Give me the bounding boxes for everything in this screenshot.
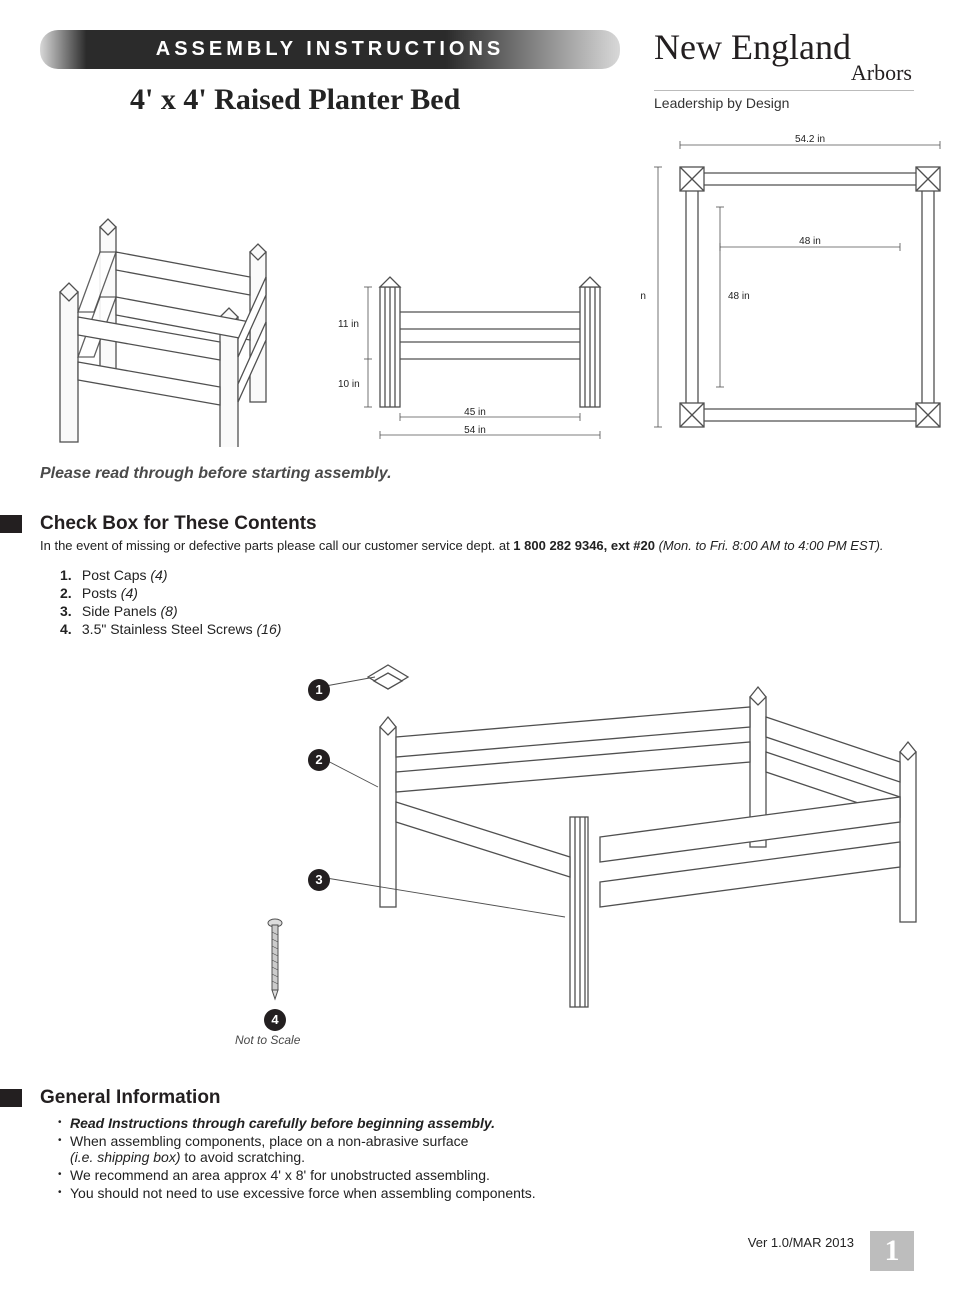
dim-inner-h: 48 in <box>728 291 750 302</box>
general-text: When assembling components, place on a n… <box>70 1133 468 1149</box>
product-title: 4' x 4' Raised Planter Bed <box>130 83 634 117</box>
contact-phone: 1 800 282 9346, ext #20 <box>513 538 655 553</box>
figure-isometric <box>40 197 320 447</box>
header-left: ASSEMBLY INSTRUCTIONS 4' x 4' Raised Pla… <box>40 30 634 117</box>
figure-elevation: 11 in 10 in 45 in 54 in <box>330 237 630 447</box>
dimension-figures: 11 in 10 in 45 in 54 in <box>40 127 914 447</box>
part-num: 1. <box>60 567 78 583</box>
general-item: When assembling components, place on a n… <box>58 1133 914 1165</box>
general-item: Read Instructions through carefully befo… <box>58 1115 914 1131</box>
part-name: 3.5" Stainless Steel Screws <box>82 621 253 637</box>
page-number: 1 <box>870 1231 914 1271</box>
version-label: Ver 1.0/MAR 2013 <box>748 1235 854 1250</box>
part-item: 2. Posts (4) <box>60 585 914 601</box>
contact-hours: (Mon. to Fri. 8:00 AM to 4:00 PM EST). <box>655 538 884 553</box>
general-paren: (i.e. shipping box) <box>70 1149 181 1165</box>
part-qty: (4) <box>150 567 167 583</box>
general-text: You should not need to use excessive for… <box>70 1185 536 1201</box>
part-name: Side Panels <box>82 603 157 619</box>
logo-tagline: Leadership by Design <box>654 95 914 111</box>
section-general: General Information Read Instructions th… <box>40 1087 914 1201</box>
logo-divider <box>654 90 914 91</box>
general-item: We recommend an area approx 4' x 8' for … <box>58 1167 914 1183</box>
part-item: 4. 3.5" Stainless Steel Screws (16) <box>60 621 914 637</box>
part-qty: (16) <box>257 621 282 637</box>
callout-1: 1 <box>308 679 330 701</box>
dim-54in: 54 in <box>464 425 486 436</box>
dim-outer-h: 54.2 in <box>640 291 646 302</box>
not-to-scale: Not to Scale <box>235 1033 300 1047</box>
general-text: We recommend an area approx 4' x 8' for … <box>70 1167 490 1183</box>
parts-list: 1. Post Caps (4) 2. Posts (4) 3. Side Pa… <box>60 567 914 637</box>
part-num: 3. <box>60 603 78 619</box>
header: ASSEMBLY INSTRUCTIONS 4' x 4' Raised Pla… <box>40 30 914 117</box>
brand-logo: New England Arbors Leadership by Design <box>654 30 914 111</box>
part-qty: (8) <box>161 603 178 619</box>
exploded-diagram: 1 2 3 4 Not to Scale <box>40 657 914 1037</box>
dim-11in: 11 in <box>338 319 359 330</box>
contact-line: In the event of missing or defective par… <box>40 538 914 553</box>
figure-plan: 54.2 in 54.2 in 48 in 48 in <box>640 127 954 447</box>
dim-10in: 10 in <box>338 379 360 390</box>
dim-45in: 45 in <box>464 407 486 418</box>
section-contents: Check Box for These Contents In the even… <box>40 513 914 1037</box>
section-marker-icon <box>0 1089 22 1107</box>
callout-3: 3 <box>308 869 330 891</box>
section-marker-icon <box>0 515 22 533</box>
general-lead: Read Instructions through carefully befo… <box>70 1115 495 1131</box>
title-bar: ASSEMBLY INSTRUCTIONS <box>40 30 620 69</box>
screw-icon <box>255 917 295 1007</box>
general-heading: General Information <box>40 1087 914 1109</box>
general-list: Read Instructions through carefully befo… <box>58 1115 914 1201</box>
callout-2: 2 <box>308 749 330 771</box>
part-item: 1. Post Caps (4) <box>60 567 914 583</box>
contact-intro: In the event of missing or defective par… <box>40 538 513 553</box>
page-footer: Ver 1.0/MAR 2013 1 <box>40 1231 914 1271</box>
part-num: 2. <box>60 585 78 601</box>
part-num: 4. <box>60 621 78 637</box>
callout-4: 4 <box>264 1009 286 1031</box>
logo-line1: New England <box>654 30 914 64</box>
general-text: to avoid scratching. <box>181 1149 306 1165</box>
part-qty: (4) <box>121 585 138 601</box>
read-through-note: Please read through before starting asse… <box>40 465 914 483</box>
part-item: 3. Side Panels (8) <box>60 603 914 619</box>
general-item: You should not need to use excessive for… <box>58 1185 914 1201</box>
part-name: Post Caps <box>82 567 147 583</box>
dim-inner-w: 48 in <box>799 236 821 247</box>
contents-heading: Check Box for These Contents <box>40 513 914 535</box>
dim-outer-w: 54.2 in <box>795 134 825 145</box>
part-name: Posts <box>82 585 117 601</box>
